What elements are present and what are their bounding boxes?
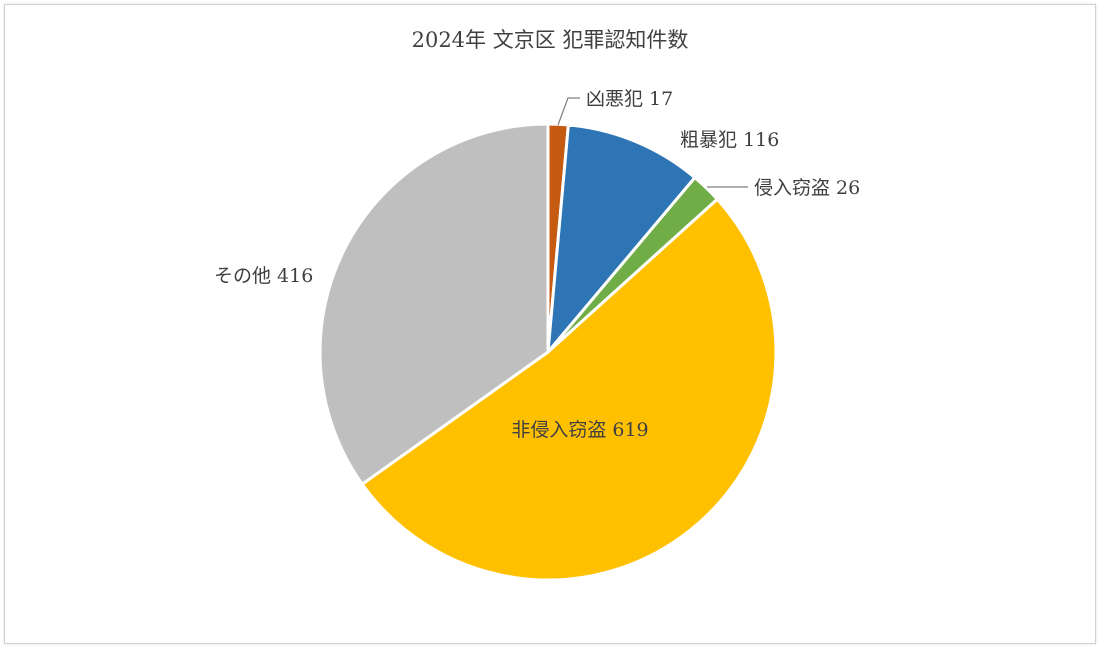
data-label-粗暴犯: 粗暴犯 116 <box>680 129 779 151</box>
pie-slice-非侵入窃盗 <box>360 197 778 582</box>
leader-lines <box>557 97 748 188</box>
pie-slice-その他 <box>318 122 550 486</box>
chart-title: 2024年 文京区 犯罪認知件数 <box>412 28 689 52</box>
data-labels: 凶悪犯 17 粗暴犯 116 侵入窃盗 26 非侵入窃盗 619 その他 416 <box>214 88 860 441</box>
data-label-凶悪犯: 凶悪犯 17 <box>586 88 673 110</box>
data-label-侵入窃盗: 侵入窃盗 26 <box>754 177 860 199</box>
pie-slices <box>318 122 778 582</box>
pie-slice-粗暴犯 <box>546 123 697 354</box>
data-label-その他: その他 416 <box>214 265 313 287</box>
leader-line-凶悪犯 <box>557 97 580 126</box>
data-label-非侵入窃盗: 非侵入窃盗 619 <box>511 419 648 441</box>
